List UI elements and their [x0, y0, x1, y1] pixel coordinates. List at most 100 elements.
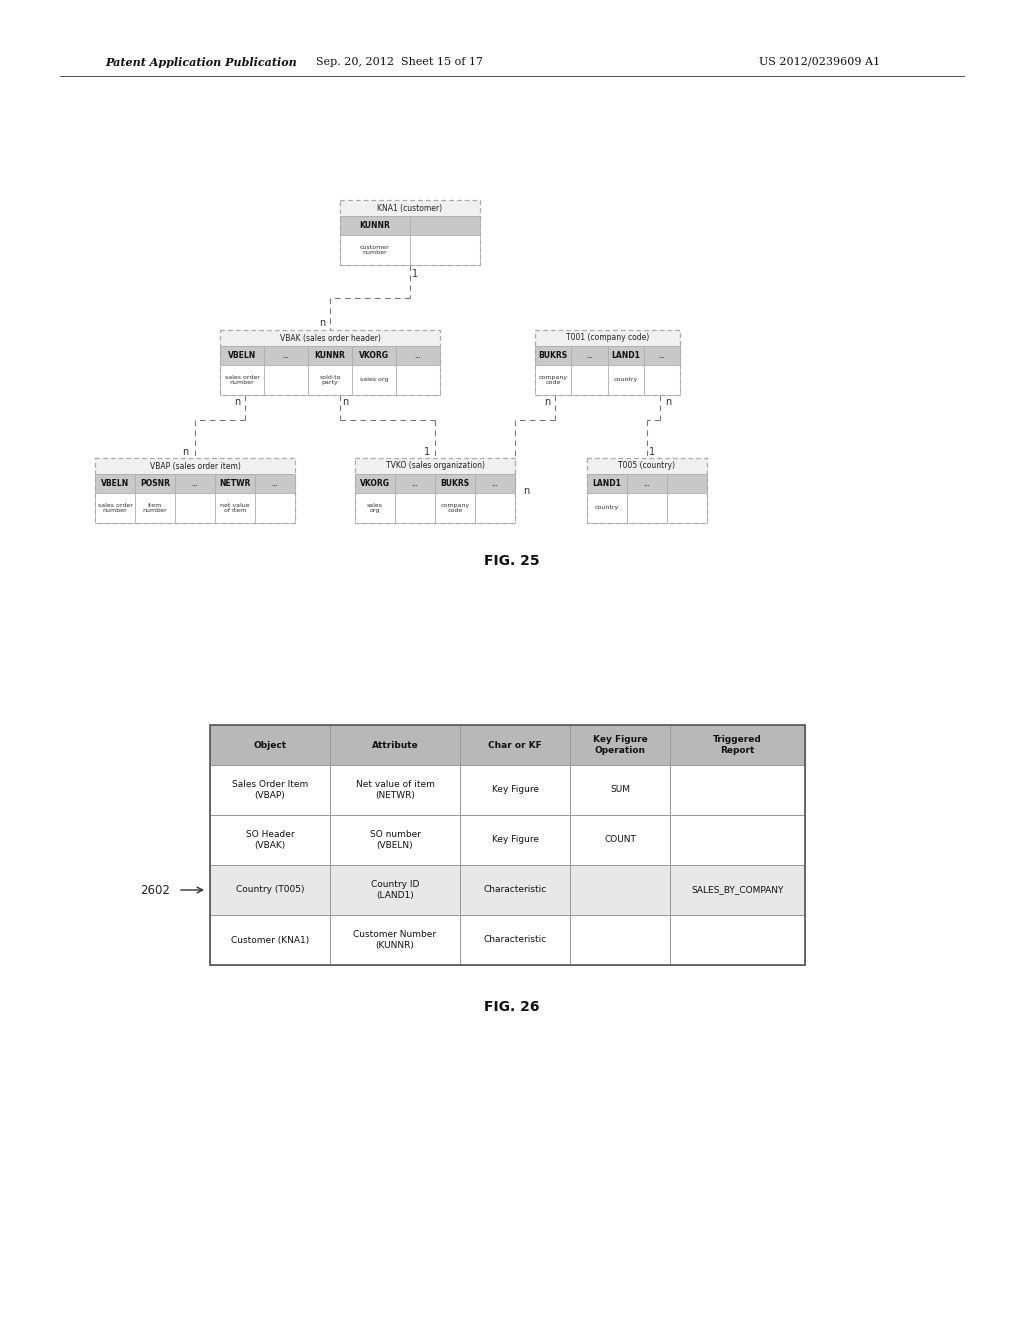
Bar	[570, 766, 670, 814]
Bar	[255, 474, 295, 492]
Bar	[220, 330, 440, 395]
Bar	[210, 725, 330, 766]
Bar	[570, 865, 670, 915]
Text: KUNNR: KUNNR	[359, 220, 390, 230]
Text: Patent Application Publication: Patent Application Publication	[105, 57, 297, 67]
Text: n: n	[544, 397, 550, 407]
Bar	[210, 725, 805, 965]
Text: n: n	[523, 486, 529, 495]
Text: VKORG: VKORG	[360, 479, 390, 488]
Bar	[644, 366, 680, 395]
Text: SUM: SUM	[610, 785, 630, 795]
Bar	[352, 366, 396, 395]
Text: Sales Order Item
(VBAP): Sales Order Item (VBAP)	[231, 780, 308, 800]
Text: US 2012/0239609 A1: US 2012/0239609 A1	[760, 57, 881, 67]
Text: 2602: 2602	[140, 883, 170, 896]
Bar	[215, 492, 255, 523]
Bar	[264, 346, 308, 366]
Bar	[667, 474, 707, 492]
Text: Country (T005): Country (T005)	[236, 886, 304, 895]
Text: sold-to
party: sold-to party	[319, 375, 341, 385]
Bar	[210, 766, 330, 814]
Bar	[670, 725, 805, 766]
Text: VBELN: VBELN	[228, 351, 256, 360]
Bar	[355, 458, 515, 523]
Bar	[570, 915, 670, 965]
Bar	[340, 216, 410, 235]
Text: item
number: item number	[142, 503, 167, 513]
Bar	[460, 915, 570, 965]
Bar	[670, 766, 805, 814]
Bar	[475, 474, 515, 492]
Text: VBAP (sales order item): VBAP (sales order item)	[150, 462, 241, 470]
Text: T005 (country): T005 (country)	[618, 462, 676, 470]
Text: SALES_BY_COMPANY: SALES_BY_COMPANY	[691, 886, 783, 895]
Bar	[607, 366, 644, 395]
Text: Sep. 20, 2012  Sheet 15 of 17: Sep. 20, 2012 Sheet 15 of 17	[316, 57, 483, 67]
Text: ...: ...	[586, 352, 593, 359]
Text: BUKRS: BUKRS	[440, 479, 470, 488]
Text: n: n	[182, 447, 188, 457]
Bar	[355, 492, 395, 523]
Bar	[135, 474, 175, 492]
Text: 1: 1	[649, 447, 655, 457]
Text: 1: 1	[412, 269, 418, 279]
Text: Characteristic: Characteristic	[483, 886, 547, 895]
Bar	[95, 458, 295, 523]
Bar	[264, 366, 308, 395]
Bar	[396, 366, 440, 395]
Text: n: n	[233, 397, 240, 407]
Text: Triggered
Report: Triggered Report	[713, 735, 762, 755]
Bar	[670, 865, 805, 915]
Text: Customer (KNA1): Customer (KNA1)	[230, 936, 309, 945]
Text: n: n	[665, 397, 671, 407]
Bar	[667, 492, 707, 523]
Text: VKORG: VKORG	[359, 351, 389, 360]
Bar	[587, 458, 707, 523]
Bar	[330, 814, 460, 865]
Bar	[571, 346, 607, 366]
Text: company
code: company code	[440, 503, 470, 513]
Text: Attribute: Attribute	[372, 741, 419, 750]
Bar	[460, 865, 570, 915]
Bar	[410, 235, 480, 265]
Bar	[95, 458, 295, 523]
Bar	[535, 330, 680, 395]
Bar	[330, 725, 460, 766]
Bar	[135, 492, 175, 523]
Bar	[95, 492, 135, 523]
Text: KUNNR: KUNNR	[314, 351, 345, 360]
Text: T001 (company code): T001 (company code)	[566, 334, 649, 342]
Bar	[255, 492, 295, 523]
Bar	[355, 458, 515, 523]
Bar	[587, 492, 627, 523]
Text: Key Figure
Operation: Key Figure Operation	[593, 735, 647, 755]
Bar	[570, 725, 670, 766]
Bar	[340, 201, 480, 265]
Bar	[210, 865, 330, 915]
Bar	[396, 346, 440, 366]
Bar	[210, 915, 330, 965]
Text: sales
org: sales org	[367, 503, 383, 513]
Text: KNA1 (customer): KNA1 (customer)	[378, 203, 442, 213]
Bar	[308, 366, 352, 395]
Text: LAND1: LAND1	[593, 479, 622, 488]
Text: country: country	[595, 506, 620, 511]
Bar	[210, 814, 330, 865]
Text: Country ID
(LAND1): Country ID (LAND1)	[371, 880, 419, 900]
Bar	[644, 346, 680, 366]
Bar	[355, 474, 395, 492]
Bar	[535, 346, 571, 366]
Text: COUNT: COUNT	[604, 836, 636, 845]
Bar	[215, 474, 255, 492]
Bar	[340, 235, 410, 265]
Bar	[475, 492, 515, 523]
Text: Characteristic: Characteristic	[483, 936, 547, 945]
Text: Char or KF: Char or KF	[488, 741, 542, 750]
Text: POSNR: POSNR	[140, 479, 170, 488]
Bar	[340, 201, 480, 265]
Bar	[330, 766, 460, 814]
Bar	[330, 865, 460, 915]
Text: ...: ...	[415, 352, 421, 359]
Bar	[95, 474, 135, 492]
